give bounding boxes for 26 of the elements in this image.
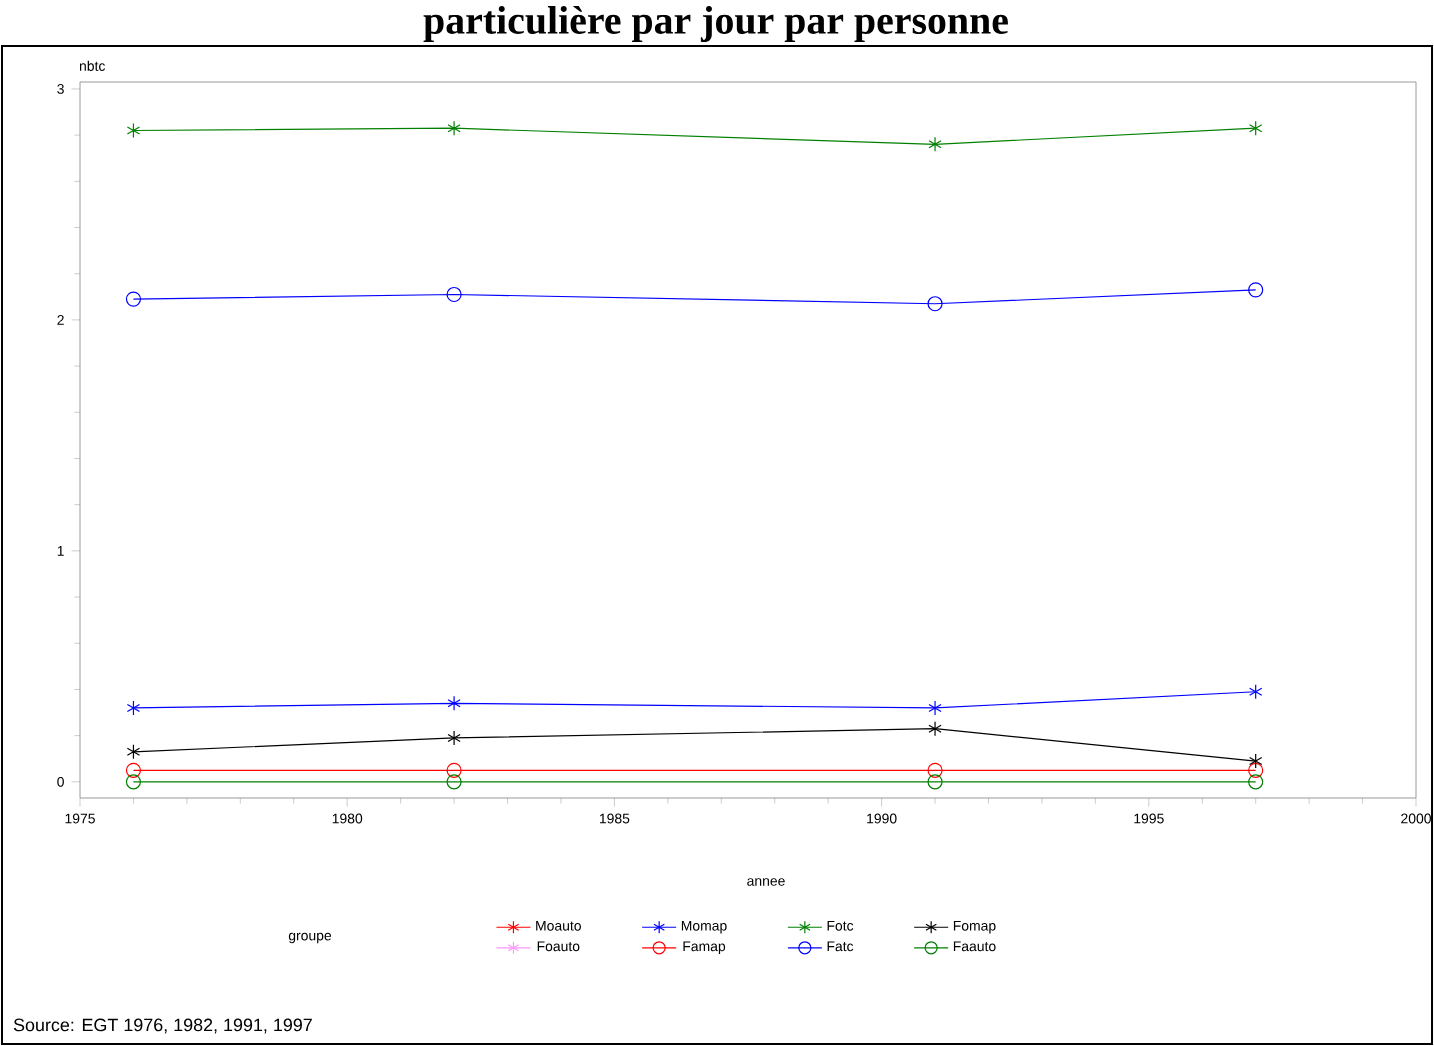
point: [927, 296, 943, 312]
point: [928, 721, 942, 737]
point: [1248, 774, 1264, 790]
point: [446, 762, 462, 778]
chart-title: particulière par jour par personne: [423, 5, 1008, 43]
point: [125, 291, 142, 307]
source-note: Source: EGT 1976, 1982, 1991, 1997: [13, 1018, 312, 1034]
point: [1248, 282, 1264, 298]
point: [1249, 753, 1263, 769]
point: [1248, 762, 1264, 778]
point: [1249, 684, 1263, 700]
point: [927, 762, 943, 778]
point: [446, 774, 462, 790]
point: [125, 762, 142, 778]
point: [1249, 120, 1263, 136]
point: [447, 120, 461, 136]
point: [928, 700, 942, 716]
point: [126, 744, 141, 760]
point: [125, 774, 142, 790]
point: [447, 695, 461, 711]
point: [927, 774, 943, 790]
point: [928, 136, 942, 152]
point: [126, 700, 141, 716]
point: [446, 286, 462, 303]
point: [447, 730, 461, 746]
point: [126, 122, 141, 139]
